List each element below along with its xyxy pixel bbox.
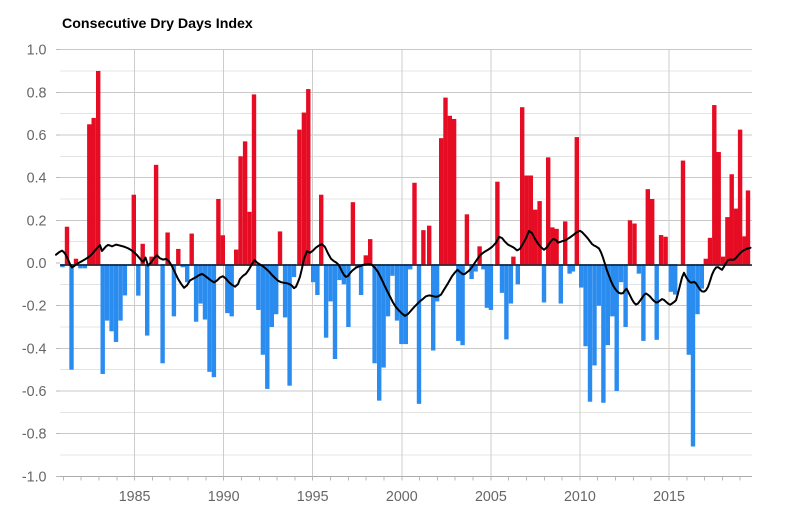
svg-text:2000: 2000 — [386, 489, 418, 505]
svg-text:0.6: 0.6 — [27, 128, 47, 144]
svg-text:1.0: 1.0 — [27, 43, 47, 59]
svg-text:0.0: 0.0 — [27, 256, 47, 272]
svg-text:0.8: 0.8 — [27, 85, 47, 101]
svg-text:2015: 2015 — [653, 489, 685, 505]
svg-text:0.2: 0.2 — [27, 213, 47, 229]
svg-text:-0.4: -0.4 — [22, 341, 47, 357]
svg-text:Consecutive Dry Days Index: Consecutive Dry Days Index — [62, 16, 253, 32]
svg-text:-0.8: -0.8 — [22, 427, 47, 443]
svg-text:1990: 1990 — [208, 489, 240, 505]
svg-text:-0.6: -0.6 — [22, 384, 47, 400]
svg-text:1995: 1995 — [297, 489, 329, 505]
svg-text:1985: 1985 — [119, 489, 151, 505]
svg-text:2010: 2010 — [564, 489, 596, 505]
svg-text:-1.0: -1.0 — [22, 469, 47, 485]
svg-text:-0.2: -0.2 — [22, 299, 47, 315]
svg-text:2005: 2005 — [475, 489, 507, 505]
svg-text:0.4: 0.4 — [27, 171, 47, 187]
